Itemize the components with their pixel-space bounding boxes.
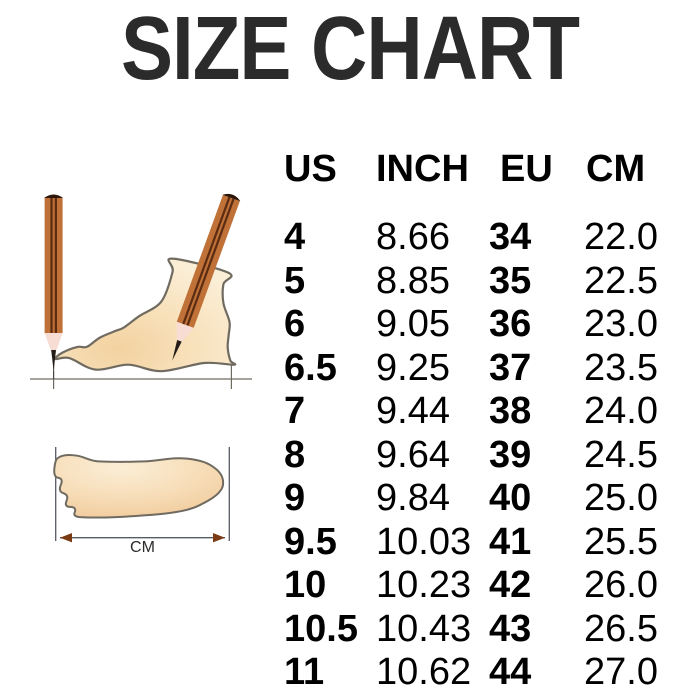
svg-text:CM: CM xyxy=(130,539,155,556)
